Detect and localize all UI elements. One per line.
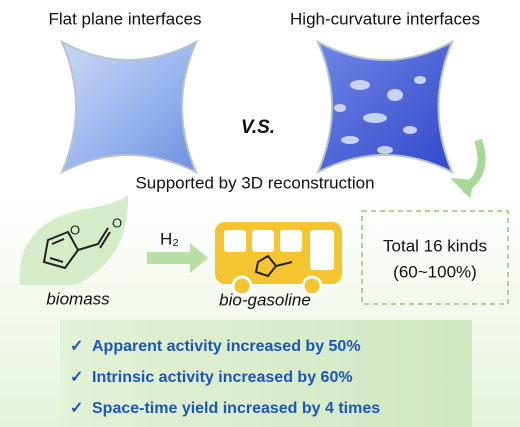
reagent: H₂ (160, 229, 179, 248)
highlight: Apparent activity increased by 50% (92, 338, 361, 355)
svg-text:✓: ✓ (70, 338, 83, 355)
check-marks: ✓ ✓ ✓ (70, 338, 83, 417)
bus (215, 222, 342, 297)
versus: V.S. (241, 117, 275, 138)
left-title: Flat plane interfaces (48, 9, 201, 28)
svg-text:✓: ✓ (70, 369, 83, 386)
summary-line: (60~100%) (393, 262, 477, 281)
furfural-molecule (42, 227, 111, 270)
highlight: Intrinsic activity increased by 60% (92, 369, 353, 386)
svg-text:✓: ✓ (70, 400, 83, 417)
highlights-panel (60, 320, 472, 427)
right-title: High-curvature interfaces (290, 9, 480, 28)
arrow-head (450, 178, 474, 198)
oxygen-label: O (112, 215, 122, 230)
product: bio-gasoline (219, 290, 311, 309)
reaction-arrow (147, 243, 208, 273)
curved-particle (315, 39, 454, 175)
oxygen-label: O (70, 222, 80, 237)
summary-line: Total 16 kinds (383, 236, 487, 255)
reactant: biomass (46, 289, 110, 308)
flat-particle (59, 39, 199, 175)
caption: Supported by 3D reconstruction (135, 173, 374, 192)
highlight: Space-time yield increased by 4 times (92, 400, 380, 417)
summary-box (361, 210, 509, 305)
